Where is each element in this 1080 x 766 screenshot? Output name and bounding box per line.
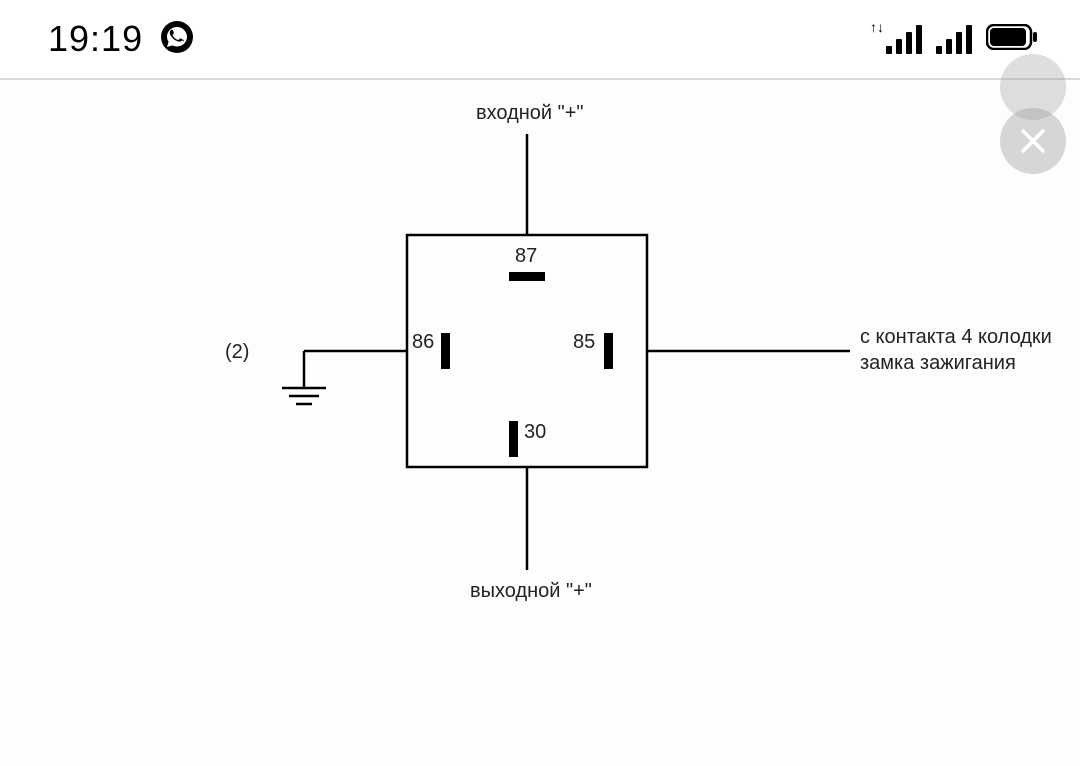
figure-number: (2)	[225, 341, 249, 364]
label-ignition-line1: с контакта 4 колодки	[860, 326, 1052, 349]
label-input-plus: входной "+"	[476, 102, 584, 125]
pin-label-85: 85	[573, 331, 595, 354]
whatsapp-icon	[161, 21, 193, 58]
label-output-plus: выходной "+"	[470, 580, 592, 603]
status-left: 19:19	[48, 18, 193, 60]
signal-indicator-1: ↑↓	[870, 24, 922, 54]
status-bar: 19:19 ↑↓	[0, 0, 1080, 78]
label-ignition-line2: замка зажигания	[860, 352, 1016, 375]
data-arrows-icon: ↑↓	[870, 22, 884, 32]
clock-time: 19:19	[48, 18, 143, 60]
pin-label-87: 87	[515, 245, 537, 268]
signal-indicator-2	[936, 24, 972, 54]
pin-label-86: 86	[412, 331, 434, 354]
pin-label-30: 30	[524, 421, 546, 444]
status-right: ↑↓	[870, 24, 1038, 55]
battery-icon	[986, 24, 1038, 55]
image-viewer: (2) входной "+" с контакта 4 колодки зам…	[0, 78, 1080, 766]
